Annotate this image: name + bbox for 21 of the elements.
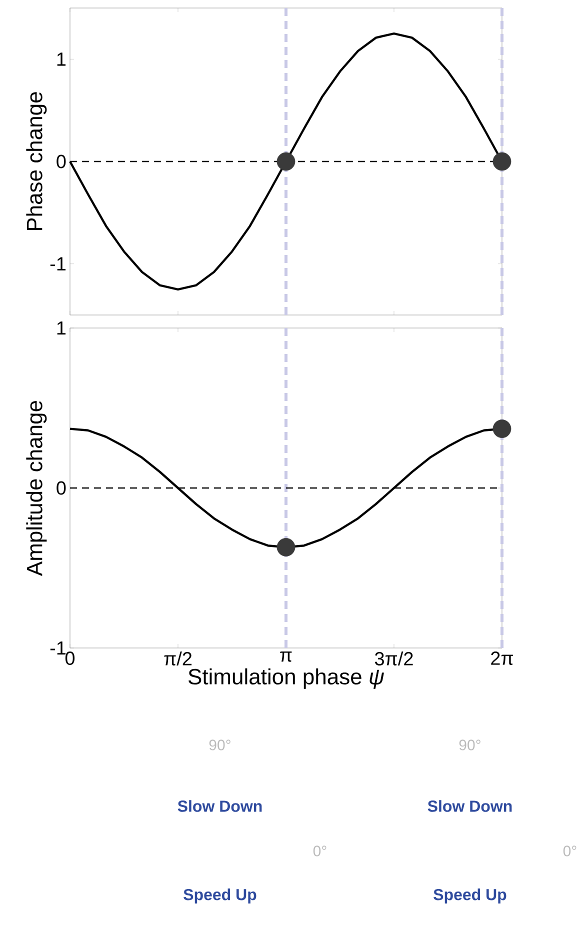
y-tick-label: 0 bbox=[56, 481, 66, 495]
y-axis-title: Amplitude change bbox=[26, 400, 47, 576]
y-tick-label: 1 bbox=[57, 52, 66, 66]
y-tick-label: 0 bbox=[56, 154, 66, 168]
y-tick-label: -1 bbox=[50, 257, 66, 270]
y-axis-title: Phase change bbox=[26, 92, 47, 230]
text: Slow Down bbox=[178, 800, 262, 812]
text: 0° bbox=[563, 846, 576, 856]
x-tick-label: 3π/2 bbox=[374, 652, 413, 666]
text: 0° bbox=[313, 846, 326, 856]
text: Speed Up bbox=[184, 888, 256, 904]
text: 90° bbox=[459, 740, 480, 750]
text: Slow Down bbox=[428, 800, 512, 812]
x-tick-label: 2π bbox=[491, 652, 513, 665]
y-tick-label: -1 bbox=[50, 641, 66, 655]
text: Speed Up bbox=[434, 888, 506, 904]
text: 90° bbox=[209, 740, 230, 750]
x-axis-title: Stimulation phase ψ bbox=[188, 668, 384, 689]
x-tick-label: π bbox=[280, 652, 292, 662]
y-tick-label: 1 bbox=[57, 321, 66, 335]
x-tick-label: π/2 bbox=[164, 652, 192, 666]
